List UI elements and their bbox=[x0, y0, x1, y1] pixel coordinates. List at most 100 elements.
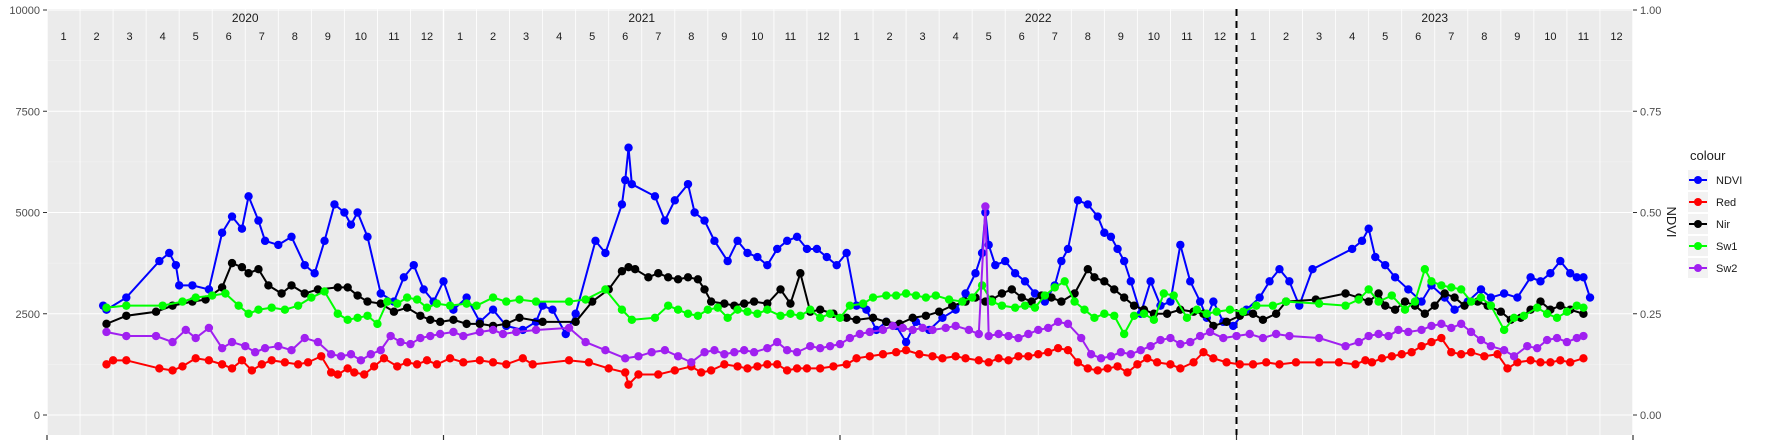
data-point-sw2 bbox=[1014, 333, 1023, 343]
data-point-ndvi bbox=[376, 289, 385, 298]
data-point-sw1 bbox=[901, 289, 911, 298]
data-point-ndvi bbox=[462, 293, 471, 302]
data-point-sw2 bbox=[1053, 317, 1063, 327]
data-point-sw1 bbox=[796, 311, 805, 320]
data-point-red bbox=[1407, 348, 1416, 357]
y-tick-label: 7500 bbox=[16, 106, 40, 118]
data-point-sw2 bbox=[792, 348, 802, 357]
data-point-sw2 bbox=[227, 337, 237, 347]
data-point-nir bbox=[1380, 301, 1390, 310]
data-point-nir bbox=[1460, 301, 1469, 310]
data-point-sw1 bbox=[1238, 307, 1248, 316]
month-label: 7 bbox=[259, 31, 265, 43]
data-point-ndvi bbox=[1010, 269, 1020, 278]
data-point-sw2 bbox=[1271, 329, 1281, 339]
data-point-nir bbox=[416, 311, 425, 320]
data-point-sw2 bbox=[250, 348, 260, 357]
data-point-ndvi bbox=[773, 244, 782, 254]
data-point-ndvi bbox=[1020, 277, 1030, 286]
data-point-nir bbox=[1129, 301, 1139, 310]
data-point-red bbox=[122, 356, 131, 365]
month-label: 1 bbox=[457, 31, 463, 43]
data-point-sw1 bbox=[967, 293, 977, 302]
data-point-red bbox=[564, 356, 574, 365]
data-point-sw2 bbox=[974, 329, 983, 339]
data-point-nir bbox=[102, 319, 111, 329]
data-point-sw1 bbox=[1080, 305, 1089, 314]
y2-tick-label: 0.00 bbox=[1640, 410, 1661, 422]
data-point-sw2 bbox=[621, 354, 630, 363]
data-point-red bbox=[743, 364, 752, 373]
y-tick-label: 5000 bbox=[16, 208, 40, 220]
data-point-sw1 bbox=[1552, 313, 1562, 322]
month-label: 8 bbox=[1481, 31, 1487, 43]
data-point-sw1 bbox=[393, 299, 402, 308]
data-point-ndvi bbox=[991, 260, 1000, 270]
data-point-nir bbox=[1364, 297, 1373, 306]
data-point-ndvi bbox=[310, 269, 319, 278]
data-point-ndvi bbox=[260, 236, 270, 246]
data-point-sw2 bbox=[673, 352, 683, 361]
data-point-red bbox=[1417, 341, 1426, 351]
data-point-red bbox=[178, 362, 187, 371]
data-point-sw2 bbox=[396, 337, 405, 347]
data-point-nir bbox=[1057, 297, 1066, 306]
data-point-sw1 bbox=[1252, 301, 1261, 310]
legend-key-point bbox=[1694, 264, 1702, 272]
data-point-nir bbox=[644, 273, 653, 282]
data-point-sw2 bbox=[356, 356, 366, 365]
data-point-nir bbox=[842, 313, 851, 322]
data-point-sw1 bbox=[254, 305, 263, 314]
month-label: 4 bbox=[556, 31, 562, 43]
month-label: 6 bbox=[1019, 31, 1025, 43]
data-point-red bbox=[670, 366, 679, 375]
data-point-nir bbox=[287, 281, 296, 290]
data-point-ndvi bbox=[171, 260, 181, 270]
data-point-sw1 bbox=[1202, 309, 1211, 318]
data-point-ndvi bbox=[1186, 277, 1195, 286]
data-point-ndvi bbox=[1347, 244, 1357, 254]
data-point-sw1 bbox=[673, 305, 683, 314]
month-label: 12 bbox=[421, 31, 433, 43]
data-point-sw1 bbox=[806, 305, 815, 314]
month-label: 2 bbox=[887, 31, 893, 43]
data-point-ndvi bbox=[399, 273, 409, 282]
data-point-nir bbox=[739, 299, 749, 308]
data-point-sw1 bbox=[1420, 265, 1430, 274]
data-point-ndvi bbox=[300, 260, 309, 270]
data-point-red bbox=[1262, 358, 1271, 367]
data-point-ndvi bbox=[330, 200, 339, 209]
data-point-sw1 bbox=[1159, 289, 1169, 298]
series-ndvi bbox=[98, 143, 1595, 347]
month-label: 2 bbox=[1283, 31, 1289, 43]
data-point-sw2 bbox=[1156, 335, 1165, 345]
data-point-sw1 bbox=[158, 301, 167, 310]
data-point-sw2 bbox=[601, 346, 610, 355]
data-point-red bbox=[1004, 356, 1013, 365]
data-point-red bbox=[1397, 350, 1406, 359]
data-point-ndvi bbox=[901, 337, 911, 347]
data-point-sw1 bbox=[683, 309, 693, 318]
year-label: 2022 bbox=[1025, 11, 1052, 25]
data-point-nir bbox=[868, 313, 878, 322]
data-point-sw1 bbox=[102, 303, 111, 312]
data-point-sw1 bbox=[1532, 303, 1542, 312]
data-point-sw1 bbox=[1341, 301, 1350, 310]
data-point-nir bbox=[673, 275, 683, 284]
data-point-sw2 bbox=[865, 327, 874, 337]
legend: colour NDVI Red Nir Sw1 Sw2 bbox=[1688, 148, 1742, 278]
data-point-ndvi bbox=[409, 260, 418, 270]
legend-key-point bbox=[1694, 220, 1702, 228]
data-point-sw1 bbox=[1020, 301, 1030, 310]
data-point-nir bbox=[571, 317, 580, 327]
data-point-sw1 bbox=[713, 303, 722, 312]
data-point-red bbox=[1053, 343, 1063, 353]
data-point-sw2 bbox=[498, 329, 508, 339]
data-point-red bbox=[1503, 364, 1512, 373]
data-point-sw1 bbox=[1030, 303, 1040, 312]
data-point-nir bbox=[908, 313, 917, 322]
data-point-red bbox=[293, 360, 303, 369]
data-point-nir bbox=[300, 289, 309, 298]
month-label: 9 bbox=[325, 31, 331, 43]
data-point-ndvi bbox=[1526, 273, 1535, 282]
